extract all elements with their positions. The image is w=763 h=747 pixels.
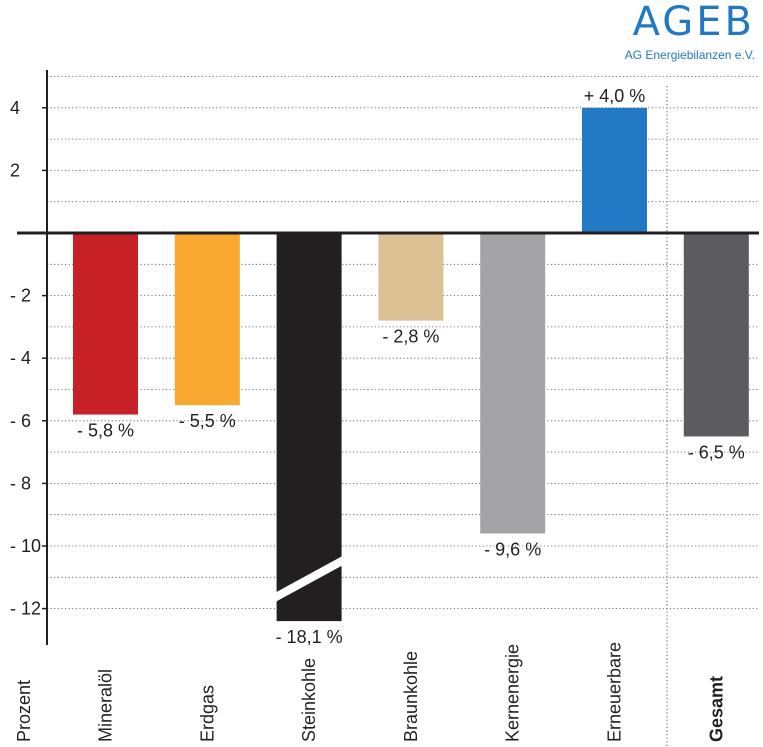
category-label: Mineralöl: [96, 669, 116, 742]
labels: 4 2 - 2 - 4 - 6 - 8 - 10 - 12 - 5,8 % Mineralöl - …: [10, 86, 745, 742]
axes: [17, 70, 759, 645]
category-label: Erdgas: [197, 685, 217, 742]
bars: [73, 107, 749, 622]
ageb-logo: AGEB: [632, 0, 755, 45]
y-tick-label: 4: [10, 98, 20, 118]
y-tick-label: - 8: [10, 473, 31, 493]
category-label: Braunkohle: [401, 651, 421, 742]
grid-lines: [47, 76, 759, 747]
category-label: Kernenergie: [503, 644, 523, 742]
bar-mineralöl: [73, 233, 138, 415]
y-tick-label: - 12: [10, 599, 41, 619]
data-label: - 2,8 %: [382, 327, 439, 347]
bar-erdgas: [174, 233, 240, 406]
ageb-logo-subtitle: AG Energiebilanzen e.V.: [624, 48, 755, 62]
data-label: - 9,6 %: [484, 539, 541, 559]
y-tick-label: - 4: [10, 348, 31, 368]
y-axis-label: Prozent: [14, 680, 34, 742]
category-label: Steinkohle: [299, 658, 319, 742]
bar-gesamt: [683, 233, 749, 437]
data-label: - 5,8 %: [77, 421, 134, 441]
bar-erneuerbare: [582, 107, 647, 233]
data-label: - 5,5 %: [179, 411, 236, 431]
y-tick-label: - 10: [10, 536, 41, 556]
data-label: + 4,0 %: [584, 86, 646, 106]
y-tick-label: 2: [10, 160, 20, 180]
data-label: - 18,1 %: [276, 627, 343, 647]
category-label: Erneuerbare: [605, 642, 625, 742]
category-label: Gesamt: [706, 676, 726, 742]
bar-steinkohle: [276, 233, 342, 622]
y-tick-label: - 2: [10, 286, 31, 306]
bar-braunkohle: [378, 233, 444, 321]
bar-kernenergie: [480, 233, 546, 534]
axis-break-marker: [274, 555, 344, 603]
y-tick-label: - 6: [10, 411, 31, 431]
data-label: - 6,5 %: [688, 442, 745, 462]
